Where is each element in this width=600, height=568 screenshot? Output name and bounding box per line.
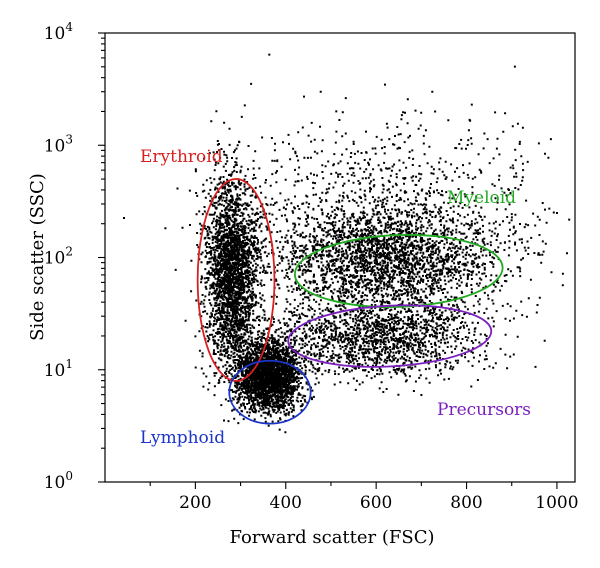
x-tick-label: 800 — [450, 493, 482, 513]
gate-label-erythroid: Erythroid — [140, 147, 223, 167]
gate-precursors — [287, 304, 493, 368]
x-tick-label: 1000 — [535, 493, 578, 513]
x-tick-label: 200 — [179, 493, 211, 513]
gate-lymphoid — [228, 359, 312, 425]
gate-label-lymphoid: Lymphoid — [140, 428, 225, 448]
gate-label-myeloid: Myeloid — [447, 188, 516, 208]
data-points — [123, 53, 571, 434]
gate-label-precursors: Precursors — [437, 400, 531, 420]
gate-ellipses: Erythroid Myeloid Precursors Lymphoid — [140, 147, 531, 448]
y-tick-label: 100 — [44, 469, 73, 493]
x-tick-label: 600 — [360, 493, 392, 513]
y-tick-label: 104 — [44, 20, 74, 44]
x-tick-label: 400 — [270, 493, 302, 513]
y-tick-label: 101 — [44, 357, 73, 381]
gate-erythroid — [196, 178, 276, 382]
y-tick-label: 102 — [44, 245, 73, 269]
x-axis-title: Forward scatter (FSC) — [229, 527, 434, 548]
y-axis-title: Side scatter (SSC) — [27, 173, 48, 341]
axis-ticks: 200 400 600 800 1000 100 101 102 103 104 — [44, 20, 579, 513]
scatter-points — [123, 53, 571, 434]
gate-myeloid — [293, 233, 504, 308]
y-tick-label: 103 — [44, 132, 73, 156]
